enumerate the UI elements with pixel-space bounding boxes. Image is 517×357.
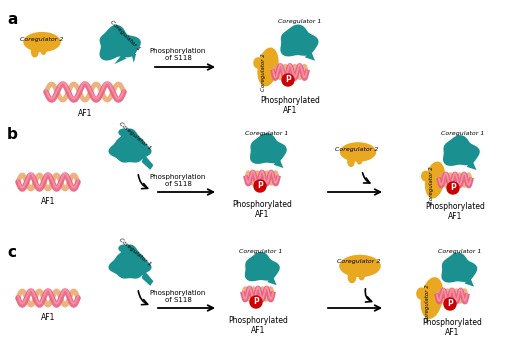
Text: P: P bbox=[450, 183, 456, 192]
Text: Coregulator 1: Coregulator 1 bbox=[278, 20, 322, 25]
Polygon shape bbox=[131, 52, 136, 63]
Text: c: c bbox=[7, 245, 16, 260]
Text: Coregulator 2: Coregulator 2 bbox=[336, 146, 378, 151]
Text: b: b bbox=[7, 127, 18, 142]
Circle shape bbox=[447, 182, 459, 194]
Polygon shape bbox=[443, 135, 480, 166]
Polygon shape bbox=[273, 158, 283, 168]
Text: P: P bbox=[253, 297, 259, 307]
Text: Phosphorylated
AF1: Phosphorylated AF1 bbox=[232, 200, 292, 220]
Polygon shape bbox=[109, 245, 151, 278]
Ellipse shape bbox=[357, 157, 362, 165]
Text: Phosphorylated
AF1: Phosphorylated AF1 bbox=[425, 202, 485, 221]
Text: Phosphorylated
AF1: Phosphorylated AF1 bbox=[260, 96, 320, 115]
Polygon shape bbox=[142, 154, 154, 170]
Circle shape bbox=[282, 74, 294, 86]
Text: Coregulator 2: Coregulator 2 bbox=[424, 284, 430, 322]
Polygon shape bbox=[464, 277, 474, 287]
Text: Coregulator 2: Coregulator 2 bbox=[337, 260, 381, 265]
Text: AF1: AF1 bbox=[78, 109, 92, 118]
Ellipse shape bbox=[416, 287, 427, 300]
Polygon shape bbox=[442, 252, 477, 283]
Text: Phosphorylation
of S118: Phosphorylation of S118 bbox=[150, 174, 206, 186]
Polygon shape bbox=[280, 25, 318, 56]
Polygon shape bbox=[305, 50, 315, 61]
Text: AF1: AF1 bbox=[41, 313, 55, 322]
Polygon shape bbox=[245, 252, 280, 281]
Ellipse shape bbox=[425, 161, 445, 198]
Text: Phosphorylation
of S118: Phosphorylation of S118 bbox=[150, 290, 206, 302]
Text: P: P bbox=[447, 300, 453, 308]
Polygon shape bbox=[100, 25, 141, 60]
Polygon shape bbox=[142, 270, 154, 286]
Text: Coregulator 1: Coregulator 1 bbox=[118, 237, 152, 267]
Text: Coregulator 1: Coregulator 1 bbox=[109, 20, 141, 52]
Ellipse shape bbox=[340, 142, 376, 162]
Ellipse shape bbox=[118, 129, 129, 136]
Ellipse shape bbox=[339, 255, 381, 277]
Ellipse shape bbox=[358, 272, 365, 280]
Text: Phosphorylation
of S118: Phosphorylation of S118 bbox=[150, 49, 206, 61]
Ellipse shape bbox=[23, 32, 60, 52]
Text: Coregulator 1: Coregulator 1 bbox=[438, 250, 482, 255]
Polygon shape bbox=[466, 160, 476, 170]
Ellipse shape bbox=[118, 245, 129, 252]
Text: Coregulator 1: Coregulator 1 bbox=[239, 250, 283, 255]
Text: P: P bbox=[285, 75, 291, 85]
Polygon shape bbox=[250, 133, 287, 164]
Ellipse shape bbox=[421, 171, 430, 182]
Text: Coregulator 1: Coregulator 1 bbox=[245, 131, 288, 136]
Ellipse shape bbox=[347, 157, 355, 167]
Text: Phosphorylated
AF1: Phosphorylated AF1 bbox=[228, 316, 288, 335]
Ellipse shape bbox=[257, 47, 279, 86]
Text: Coregulator 2: Coregulator 2 bbox=[429, 166, 433, 204]
Text: P: P bbox=[257, 181, 263, 191]
Text: Coregulator 1: Coregulator 1 bbox=[442, 131, 485, 136]
Ellipse shape bbox=[347, 271, 356, 283]
Ellipse shape bbox=[253, 57, 263, 69]
Ellipse shape bbox=[40, 48, 47, 55]
Text: Coregulator 2: Coregulator 2 bbox=[20, 37, 64, 42]
Text: AF1: AF1 bbox=[41, 197, 55, 206]
Text: Phosphorylated
AF1: Phosphorylated AF1 bbox=[422, 318, 482, 337]
Text: Coregulator 1: Coregulator 1 bbox=[118, 121, 152, 151]
Text: Coregulator 2: Coregulator 2 bbox=[262, 53, 266, 91]
Circle shape bbox=[444, 298, 456, 310]
Ellipse shape bbox=[31, 47, 39, 57]
Polygon shape bbox=[267, 276, 277, 285]
Circle shape bbox=[250, 296, 262, 308]
Polygon shape bbox=[109, 129, 151, 162]
Circle shape bbox=[254, 180, 266, 192]
Ellipse shape bbox=[420, 277, 444, 319]
Text: a: a bbox=[7, 12, 18, 27]
Polygon shape bbox=[114, 55, 127, 64]
